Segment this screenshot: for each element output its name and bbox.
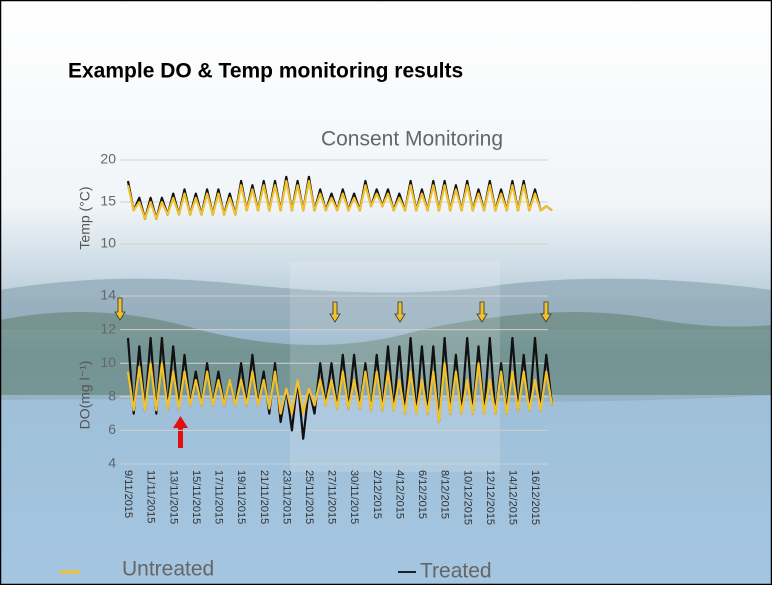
slide: Example DO & Temp monitoring results Con… <box>0 0 772 585</box>
y-tick-label: 4 <box>108 455 116 471</box>
x-tick-label: 10/12/2015 <box>461 470 473 525</box>
legend-label: Treated <box>420 560 492 583</box>
x-tick-label: 13/11/2015 <box>167 470 179 524</box>
x-tick-label: 17/11/2015 <box>213 470 225 524</box>
y-tick-label: 10 <box>100 354 116 370</box>
y-tick-label: 14 <box>100 287 116 303</box>
x-tick-label: 6/12/2015 <box>416 470 428 519</box>
x-tick-label: 23/11/2015 <box>280 470 292 524</box>
x-tick-label: 21/11/2015 <box>258 470 270 524</box>
x-tick-label: 25/11/2015 <box>303 470 315 524</box>
y-axis-label: DO(mg l⁻¹) <box>77 361 93 430</box>
page: Example DO & Temp monitoring results Con… <box>0 0 772 590</box>
x-tick-label: 15/11/2015 <box>190 470 202 524</box>
slide-title: Example DO & Temp monitoring results <box>68 60 463 83</box>
legend-label: Untreated <box>122 558 214 581</box>
x-tick-label: 30/11/2015 <box>348 470 360 524</box>
x-tick-label: 4/12/2015 <box>393 470 405 519</box>
chart-title: Consent Monitoring <box>321 128 503 151</box>
x-tick-label: 8/12/2015 <box>439 470 451 519</box>
x-tick-label: 14/12/2015 <box>506 470 518 525</box>
x-tick-label: 12/12/2015 <box>484 470 496 525</box>
x-tick-label: 27/11/2015 <box>326 470 338 524</box>
y-tick-label: 6 <box>108 421 116 437</box>
x-tick-label: 19/11/2015 <box>235 470 247 524</box>
y-axis-label: Temp (°C) <box>77 186 93 249</box>
y-tick-label: 8 <box>108 388 116 404</box>
x-tick-label: 11/11/2015 <box>145 470 157 523</box>
x-tick-label: 16/12/2015 <box>529 470 541 525</box>
y-tick-label: 10 <box>100 235 116 251</box>
x-tick-label: 9/11/2015 <box>122 470 134 518</box>
x-tick-label: 2/12/2015 <box>371 470 383 519</box>
y-tick-label: 15 <box>100 193 116 209</box>
y-tick-label: 20 <box>100 151 116 167</box>
y-tick-label: 12 <box>100 320 116 336</box>
